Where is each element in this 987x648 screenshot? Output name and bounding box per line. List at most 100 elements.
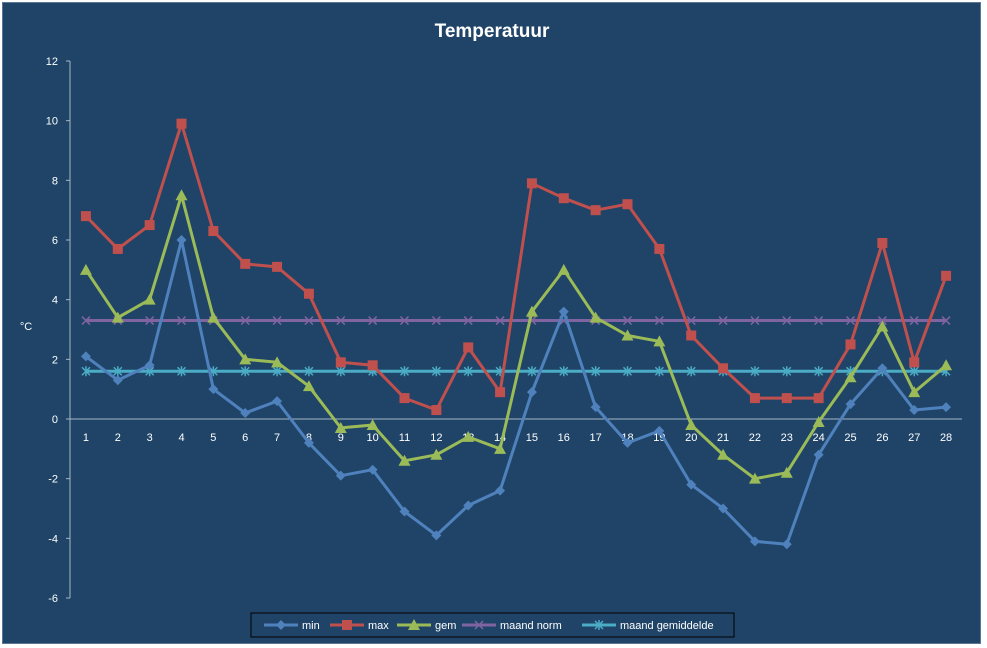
data-point [367, 464, 378, 475]
data-point [494, 442, 507, 454]
data-point [940, 359, 953, 371]
data-point [240, 408, 251, 419]
data-point [175, 189, 188, 201]
y-tick-label: 4 [52, 295, 58, 307]
data-point [431, 316, 441, 326]
x-tick-label: 26 [876, 432, 888, 444]
data-point [240, 316, 250, 326]
x-tick-label: 7 [274, 432, 280, 444]
data-point [622, 316, 633, 326]
data-point [909, 366, 919, 377]
data-point [781, 393, 792, 404]
data-point [81, 316, 91, 326]
data-point [112, 375, 123, 386]
data-point [113, 366, 123, 377]
series-min [80, 235, 952, 550]
data-point [271, 356, 284, 368]
y-axis-label: °C [20, 321, 32, 333]
series-gem [79, 189, 953, 484]
data-point [431, 530, 442, 541]
legend-label: gem [435, 620, 456, 632]
data-point [685, 418, 698, 430]
data-point [430, 448, 443, 460]
data-point [495, 485, 506, 496]
data-point [81, 366, 91, 377]
legend-swatch-marker [342, 620, 352, 630]
data-point [495, 316, 505, 326]
data-point [112, 243, 123, 254]
x-tick-label: 22 [749, 432, 761, 444]
x-tick-label: 23 [781, 432, 793, 444]
data-point [431, 366, 441, 377]
data-point [909, 316, 919, 326]
x-tick-label: 17 [590, 432, 602, 444]
data-point [750, 366, 760, 377]
data-point [654, 366, 664, 377]
data-point [272, 316, 282, 326]
data-point [334, 421, 347, 433]
legend-swatch-marker [594, 620, 604, 630]
x-tick-label: 16 [558, 432, 570, 444]
x-tick-label: 28 [940, 432, 952, 444]
data-point [463, 342, 474, 353]
data-point [813, 393, 824, 404]
x-tick-label: 12 [430, 432, 442, 444]
data-point [654, 425, 665, 436]
data-point [941, 270, 952, 281]
data-point [718, 503, 729, 514]
data-point [653, 335, 666, 347]
x-tick-label: 25 [844, 432, 856, 444]
data-point [176, 316, 187, 326]
x-tick-label: 1 [83, 432, 89, 444]
data-point [622, 366, 633, 377]
data-point [718, 363, 729, 374]
data-point [398, 454, 411, 466]
data-point [208, 384, 219, 395]
data-point [302, 380, 315, 392]
data-point [176, 235, 187, 245]
data-point [814, 366, 824, 377]
data-point [336, 316, 346, 326]
legend-label: max [368, 620, 389, 632]
data-point [145, 316, 155, 326]
legend-item: maand norm [462, 620, 562, 632]
y-tick-label: -4 [48, 533, 58, 545]
x-tick-label: 4 [178, 432, 184, 444]
x-tick-label: 6 [242, 432, 248, 444]
series-layer [79, 118, 953, 550]
data-point [272, 261, 283, 272]
data-point [941, 316, 951, 326]
data-point [399, 506, 410, 517]
legend-label: min [302, 620, 320, 632]
data-point [525, 305, 538, 317]
data-point [399, 316, 410, 326]
data-point [144, 220, 155, 231]
data-point [909, 405, 920, 416]
data-point [463, 366, 473, 377]
data-point [367, 360, 378, 371]
x-tick-label: 10 [367, 432, 379, 444]
series-max [80, 118, 952, 416]
data-point [431, 405, 442, 416]
data-point [208, 226, 219, 237]
data-point [686, 366, 696, 377]
data-point [527, 366, 537, 377]
data-point [877, 363, 888, 374]
data-point [844, 371, 857, 383]
axes: -6-4-20246810121234567891011121314151617… [46, 56, 962, 605]
legend-swatch-marker [276, 620, 286, 630]
data-point [79, 263, 92, 275]
y-tick-label: 8 [52, 175, 58, 187]
series-line [84, 122, 948, 412]
y-tick-label: 6 [52, 235, 58, 247]
data-point [654, 243, 665, 254]
data-point [143, 293, 156, 305]
y-tick-label: 2 [52, 354, 58, 366]
data-point [812, 415, 825, 427]
legend-item: min [264, 620, 320, 632]
data-point [718, 316, 728, 326]
data-point [495, 387, 506, 398]
data-point [304, 366, 314, 377]
data-point [399, 366, 410, 377]
legend-label: maand norm [500, 620, 562, 632]
